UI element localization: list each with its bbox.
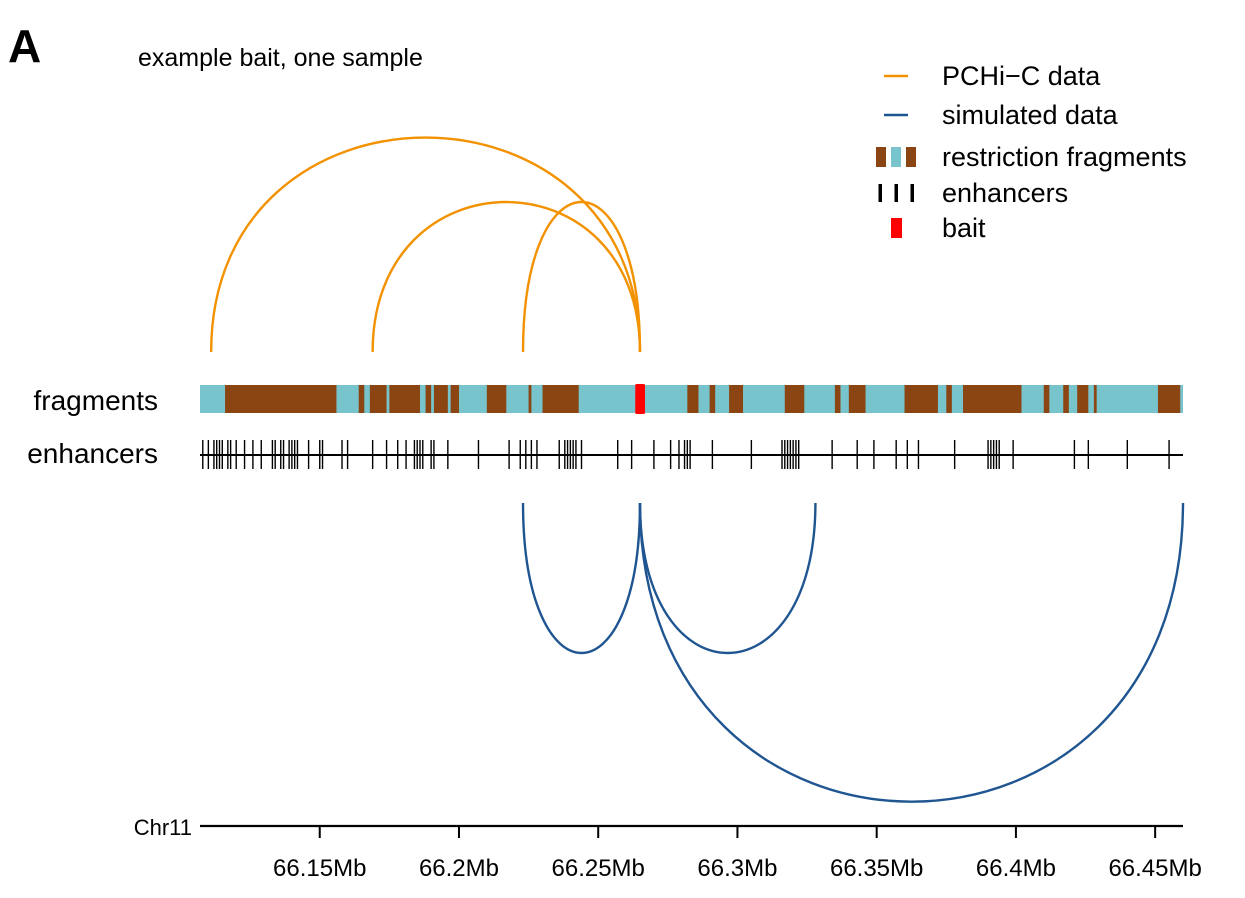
x-axis: Chr11 66.15Mb 66.2Mb 66.25Mb 66.3Mb 66.35Mb 6…: [134, 815, 1202, 882]
fragments-track: [200, 384, 1183, 414]
x-tick-label: 66.35Mb: [830, 855, 923, 882]
legend-fragment-icon: [906, 147, 916, 167]
legend-fragment-icon: [876, 147, 886, 167]
restriction-fragment: [834, 385, 841, 413]
restriction-fragment: [1157, 385, 1181, 413]
restriction-fragment: [904, 385, 938, 413]
restriction-fragment: [450, 385, 459, 413]
legend-bait-icon: [891, 218, 902, 238]
enhancers-track-label: enhancers: [27, 438, 158, 469]
fragments-track-label: fragments: [34, 385, 159, 416]
restriction-fragment: [542, 385, 579, 413]
legend-label: bait: [942, 213, 986, 243]
bait-fragment: [635, 384, 645, 414]
restriction-fragment: [486, 385, 507, 413]
simulated-arc: [521, 502, 642, 654]
restriction-fragment: [709, 385, 716, 413]
legend-label: PCHi−C data: [942, 61, 1101, 91]
pchic-arc: [209, 136, 642, 353]
restriction-fragment: [425, 385, 432, 413]
figure-title: example bait, one sample: [138, 44, 423, 72]
legend-enhancer-icon: [878, 184, 882, 202]
restriction-fragment: [358, 385, 365, 413]
pchic-arc: [521, 201, 642, 353]
legend-enhancer-icon: [910, 184, 914, 202]
restriction-fragment: [1063, 385, 1069, 413]
restriction-fragment: [729, 385, 744, 413]
restriction-fragment: [687, 385, 699, 413]
pchic-arcs: [209, 136, 642, 353]
chromosome-label: Chr11: [134, 815, 192, 840]
restriction-fragment: [848, 385, 866, 413]
legend-label: enhancers: [942, 178, 1068, 208]
x-tick-label: 66.3Mb: [697, 855, 777, 882]
simulated-arc: [638, 502, 817, 655]
legend-label: restriction fragments: [942, 142, 1187, 172]
restriction-fragment: [433, 385, 448, 413]
restriction-fragment: [225, 385, 337, 413]
pchic-arc: [371, 200, 642, 353]
simulated-arc: [638, 502, 1185, 803]
simulated-arcs: [521, 502, 1185, 803]
restriction-fragment: [784, 385, 805, 413]
restriction-fragment: [1093, 385, 1097, 413]
legend-enhancer-icon: [894, 184, 898, 202]
legend: PCHi−C data simulated data restriction fra…: [876, 61, 1187, 243]
x-tick-label: 66.45Mb: [1108, 855, 1201, 882]
restriction-fragment: [389, 385, 420, 413]
enhancers-track: [200, 440, 1183, 469]
restriction-fragment: [369, 385, 387, 413]
legend-fragment-icon: [891, 147, 901, 167]
restriction-fragment: [946, 385, 952, 413]
x-tick-label: 66.4Mb: [976, 855, 1056, 882]
legend-label: simulated data: [942, 100, 1119, 130]
panel-label: A: [8, 20, 41, 72]
x-tick-label: 66.15Mb: [273, 855, 366, 882]
restriction-fragment: [1077, 385, 1089, 413]
restriction-fragment: [528, 385, 532, 413]
x-tick-label: 66.25Mb: [552, 855, 645, 882]
x-tick-label: 66.2Mb: [419, 855, 499, 882]
restriction-fragment: [1043, 385, 1050, 413]
restriction-fragment: [963, 385, 1022, 413]
